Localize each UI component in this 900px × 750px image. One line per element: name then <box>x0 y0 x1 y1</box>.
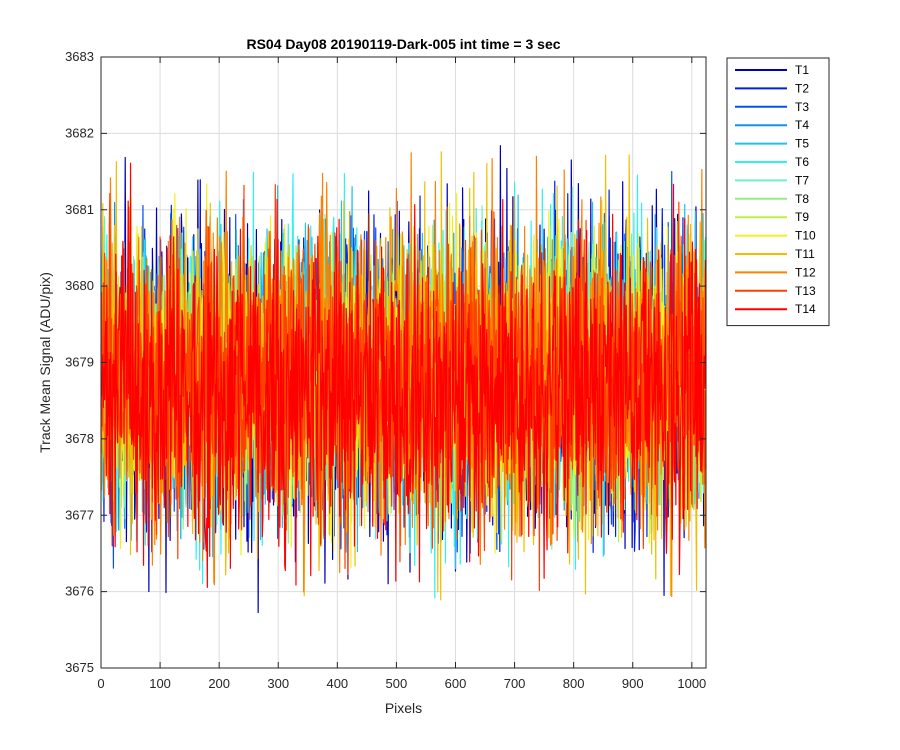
y-tick-label: 3675 <box>65 660 94 675</box>
x-tick-label: 800 <box>563 676 585 691</box>
x-tick-label: 900 <box>622 676 644 691</box>
legend-item-label: T9 <box>795 210 809 224</box>
y-tick-label: 3682 <box>65 125 94 140</box>
y-tick-label: 3681 <box>65 202 94 217</box>
x-tick-label: 1000 <box>677 676 706 691</box>
legend-item-label: T13 <box>795 284 816 298</box>
x-tick-label: 0 <box>97 676 104 691</box>
axis-ticks: 0 100 200 300 400 500 600 700 800 900 1000 3675 3676… <box>65 49 706 691</box>
legend-item-label: T14 <box>795 302 816 316</box>
x-axis-label: Pixels <box>385 700 422 716</box>
x-tick-label: 500 <box>386 676 408 691</box>
legend-item-label: T2 <box>795 81 809 95</box>
legend-item-label: T11 <box>795 247 815 261</box>
y-tick-label: 3680 <box>65 278 94 293</box>
legend-item-label: T12 <box>795 265 816 279</box>
series-line-t14 <box>101 162 706 588</box>
y-tick-label: 3678 <box>65 431 94 446</box>
chart-title: RS04 Day08 20190119-Dark-005 int time = … <box>246 36 560 52</box>
x-tick-label: 400 <box>326 676 348 691</box>
legend-item-label: T3 <box>795 100 809 114</box>
series-layer <box>101 145 706 614</box>
x-tick-label: 600 <box>445 676 467 691</box>
legend: T1 T2 T3 T4 T5 T6 T7 T8 T9 T10 T11 T12 T13 T14 <box>726 57 830 327</box>
legend-item-label: T6 <box>795 155 809 169</box>
x-tick-label: 700 <box>504 676 526 691</box>
legend-item-label: T5 <box>795 137 809 151</box>
x-tick-label: 100 <box>149 676 171 691</box>
y-tick-label: 3683 <box>65 49 94 64</box>
x-tick-label: 200 <box>208 676 230 691</box>
y-tick-label: 3679 <box>65 355 94 370</box>
x-tick-label: 300 <box>267 676 289 691</box>
legend-item-label: T10 <box>795 229 816 243</box>
legend-item-label: T7 <box>795 173 809 187</box>
y-tick-label: 3677 <box>65 507 94 522</box>
y-axis-label: Track Mean Signal (ADU/pix) <box>37 272 53 453</box>
legend-item-label: T4 <box>795 118 809 132</box>
legend-item-label: T1 <box>795 63 809 77</box>
legend-item-label: T8 <box>795 192 809 206</box>
legend-box <box>726 57 830 327</box>
y-tick-label: 3676 <box>65 584 94 599</box>
